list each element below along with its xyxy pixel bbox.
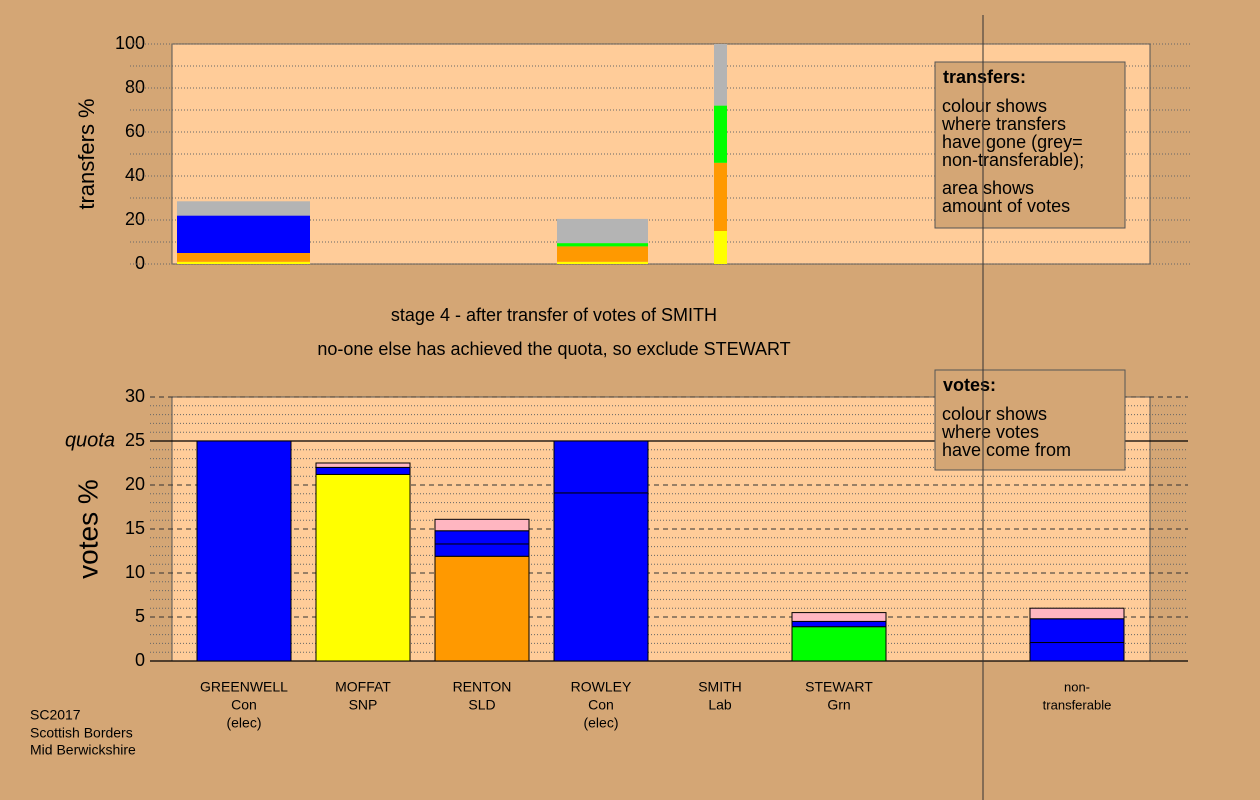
note-box xyxy=(934,61,1126,229)
y-tick-label: 20 xyxy=(125,209,145,229)
note-line: have come from xyxy=(942,440,1071,460)
y-tick-label: 40 xyxy=(125,165,145,185)
bar-segment xyxy=(434,518,530,532)
x-tick-label: non- xyxy=(1064,679,1090,694)
x-tick-label: (elec) xyxy=(583,715,618,731)
bar-segment xyxy=(177,261,310,264)
x-tick-label: Grn xyxy=(827,697,850,713)
bar-segment xyxy=(1029,642,1125,662)
bar-segment xyxy=(434,555,530,662)
y-tick-label: 15 xyxy=(125,518,145,538)
x-tick-label: ROWLEY xyxy=(571,679,632,695)
bar-segment xyxy=(553,492,649,662)
note-line: where transfers xyxy=(941,114,1066,134)
y-tick-label: 25 xyxy=(125,430,145,450)
bar-segment xyxy=(557,218,648,244)
note-box xyxy=(934,369,1126,471)
bar-segment xyxy=(177,201,310,216)
bar-segment xyxy=(714,105,727,163)
x-tick-label: Lab xyxy=(708,697,732,713)
caption: no-one else has achieved the quota, so e… xyxy=(317,339,790,359)
y-tick-label: 0 xyxy=(135,650,145,670)
note-line: amount of votes xyxy=(942,196,1070,216)
bar-segment xyxy=(315,462,411,468)
bar-segment xyxy=(714,44,727,106)
x-tick-label: RENTON xyxy=(453,679,512,695)
x-tick-label: STEWART xyxy=(805,679,873,695)
bar-segment xyxy=(434,543,530,557)
note-line: where votes xyxy=(941,422,1039,442)
quota-label: quota xyxy=(65,429,115,451)
bar-segment xyxy=(553,440,649,494)
bar-segment xyxy=(177,253,310,262)
bar-segment xyxy=(714,162,727,231)
x-tick-label: transferable xyxy=(1043,697,1112,712)
x-tick-label: Con xyxy=(588,697,614,713)
footer: SC2017 xyxy=(30,707,81,723)
note-line: colour shows xyxy=(942,96,1047,116)
y-tick-label: 10 xyxy=(125,562,145,582)
note-title: votes: xyxy=(943,375,996,395)
x-tick-label: (elec) xyxy=(226,715,261,731)
bar-segment xyxy=(557,243,648,247)
x-tick-label: SLD xyxy=(468,697,495,713)
bar-segment xyxy=(177,215,310,253)
y-tick-label: 30 xyxy=(125,386,145,406)
bar-segment xyxy=(791,612,887,622)
x-tick-label: MOFFAT xyxy=(335,679,391,695)
x-tick-label: SNP xyxy=(349,697,378,713)
footer: Mid Berwickshire xyxy=(30,742,136,758)
y-axis-title: transfers % xyxy=(74,98,99,209)
note-line: area shows xyxy=(942,178,1034,198)
note-line: colour shows xyxy=(942,404,1047,424)
bar-segment xyxy=(1029,607,1125,620)
y-tick-label: 5 xyxy=(135,606,145,626)
y-tick-label: 60 xyxy=(125,121,145,141)
bar-segment xyxy=(1029,618,1125,644)
y-tick-label: 0 xyxy=(135,253,145,273)
x-tick-label: SMITH xyxy=(698,679,742,695)
footer: Scottish Borders xyxy=(30,725,133,741)
y-tick-label: 20 xyxy=(125,474,145,494)
bar-segment xyxy=(557,246,648,262)
y-tick-label: 100 xyxy=(115,33,145,53)
bar-segment xyxy=(791,626,887,662)
y-tick-label: 80 xyxy=(125,77,145,97)
note-line: have gone (grey= xyxy=(942,132,1083,152)
bar-segment xyxy=(791,620,887,628)
x-tick-label: Con xyxy=(231,697,257,713)
bar-segment xyxy=(714,231,727,264)
bar-segment xyxy=(315,466,411,475)
x-tick-label: GREENWELL xyxy=(200,679,288,695)
bar-segment xyxy=(315,473,411,662)
y-axis-title: votes % xyxy=(72,479,103,579)
bar-segment xyxy=(434,530,530,545)
note-title: transfers: xyxy=(943,67,1026,87)
bar-segment xyxy=(196,440,292,662)
caption: stage 4 - after transfer of votes of SMI… xyxy=(391,305,717,325)
bar-segment xyxy=(557,261,648,264)
note-line: non-transferable); xyxy=(942,150,1084,170)
